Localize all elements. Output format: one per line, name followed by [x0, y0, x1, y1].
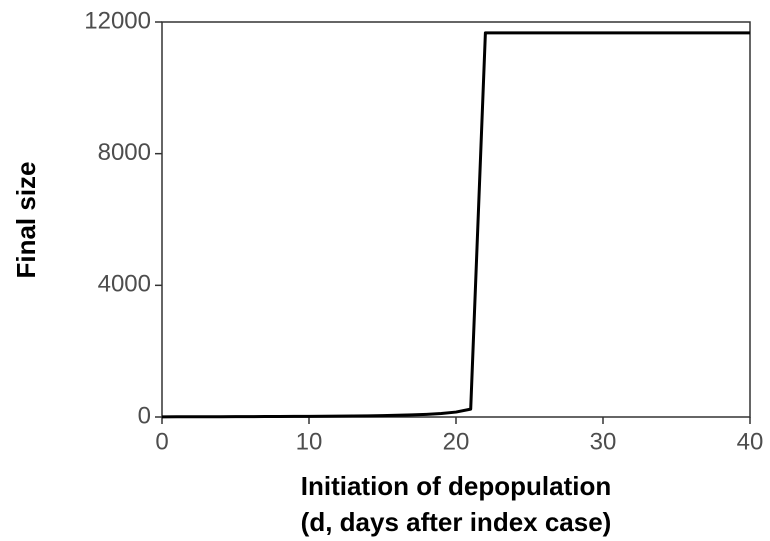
x-tick-label: 10 [296, 428, 323, 455]
y-tick-label: 0 [138, 402, 151, 429]
x-axis-title: Initiation of depopulation [301, 471, 612, 501]
y-tick-label: 8000 [98, 139, 151, 166]
y-axis-title: Final size [11, 161, 41, 278]
data-line [161, 31, 750, 419]
x-tick-label: 20 [443, 428, 470, 455]
plot-frame [161, 21, 751, 418]
x-axis-title: (d, days after index case) [301, 507, 612, 537]
x-tick-label: 40 [737, 428, 764, 455]
x-tick-label: 0 [155, 428, 168, 455]
y-tick-label: 4000 [98, 271, 151, 298]
x-tick-label: 30 [590, 428, 617, 455]
y-tick-label: 12000 [84, 7, 151, 34]
